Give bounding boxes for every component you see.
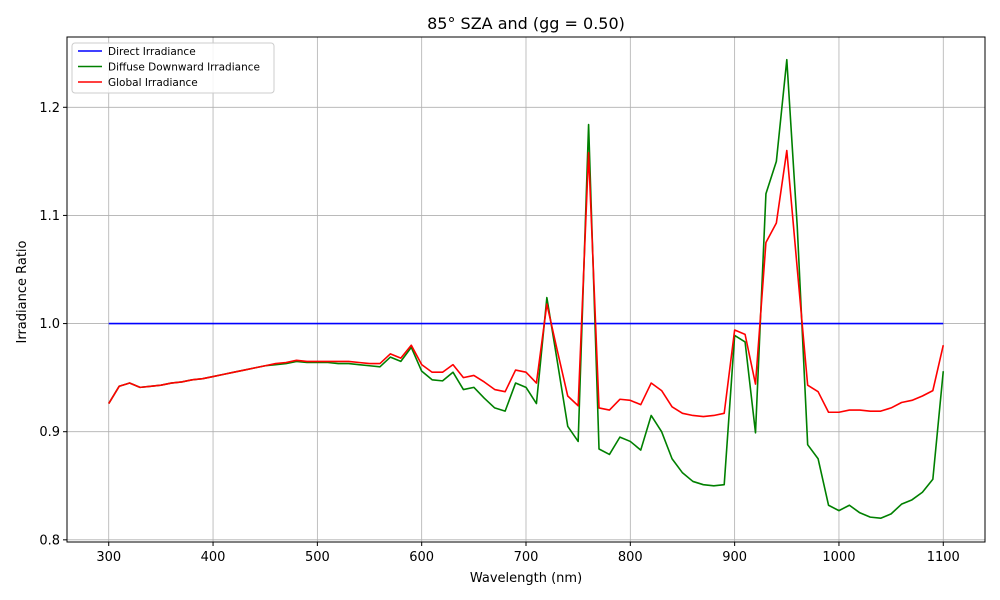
grid — [67, 37, 985, 542]
x-axis-label: Wavelength (nm) — [470, 571, 582, 586]
y-axis-label: Irradiance Ratio — [15, 240, 30, 343]
chart-title: 85° SZA and (gg = 0.50) — [427, 14, 625, 33]
x-tick-label: 1100 — [927, 550, 960, 565]
legend: Direct Irradiance Diffuse Downward Irradi… — [71, 42, 275, 94]
legend-entry-global: Global Irradiance — [78, 77, 198, 89]
x-tick-label: 400 — [201, 550, 226, 565]
x-tick-label: 900 — [722, 550, 747, 565]
global-irradiance-line — [108, 149, 945, 418]
legend-label: Direct Irradiance — [108, 46, 196, 58]
legend-entry-direct: Direct Irradiance — [78, 46, 196, 58]
axis-ticks: 300 400 500 600 700 800 900 1000 1100 0.8 0.9 1.0 1.… — [39, 101, 960, 565]
legend-label: Diffuse Downward Irradiance — [108, 61, 260, 73]
x-tick-label: 800 — [618, 550, 643, 565]
y-tick-label: 0.9 — [39, 425, 60, 440]
legend-box — [71, 42, 275, 94]
y-tick-label: 1.0 — [39, 317, 60, 332]
series-lines — [108, 58, 945, 520]
y-tick-label: 0.8 — [39, 533, 60, 548]
x-tick-label: 500 — [305, 550, 330, 565]
legend-label: Global Irradiance — [108, 77, 198, 89]
x-tick-label: 1000 — [822, 550, 855, 565]
x-tick-label: 700 — [514, 550, 539, 565]
x-tick-label: 600 — [409, 550, 434, 565]
legend-entry-diffuse: Diffuse Downward Irradiance — [78, 61, 260, 73]
y-tick-label: 1.2 — [39, 101, 60, 116]
y-tick-label: 1.1 — [39, 209, 60, 224]
x-tick-label: 300 — [96, 550, 121, 565]
